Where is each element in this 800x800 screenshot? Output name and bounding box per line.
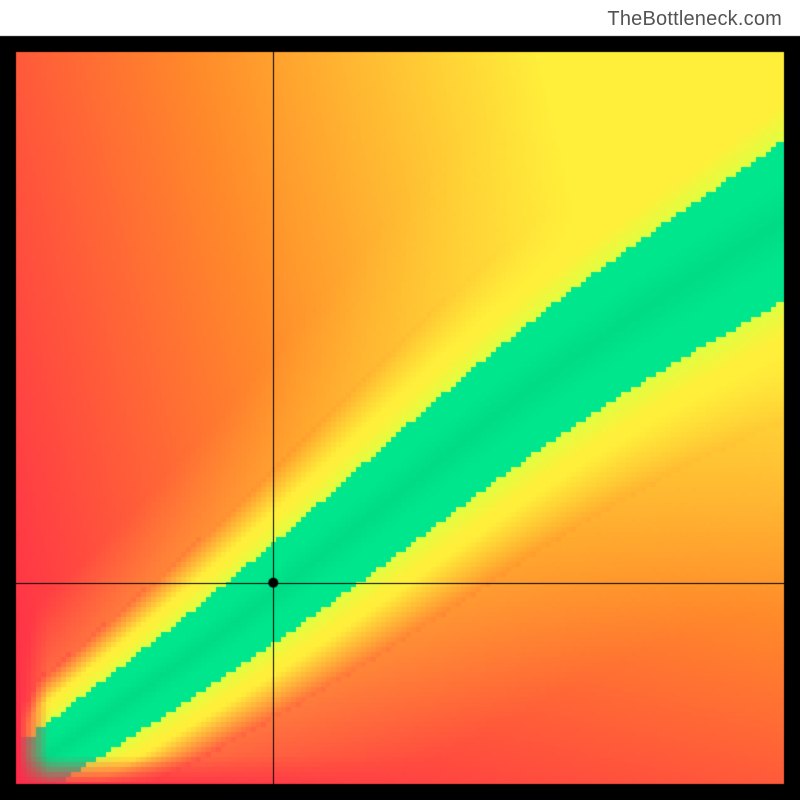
- bottleneck-heatmap-canvas: [0, 0, 800, 800]
- watermark-label: TheBottleneck.com: [607, 8, 782, 31]
- bottleneck-heatmap-container: TheBottleneck.com: [0, 0, 800, 800]
